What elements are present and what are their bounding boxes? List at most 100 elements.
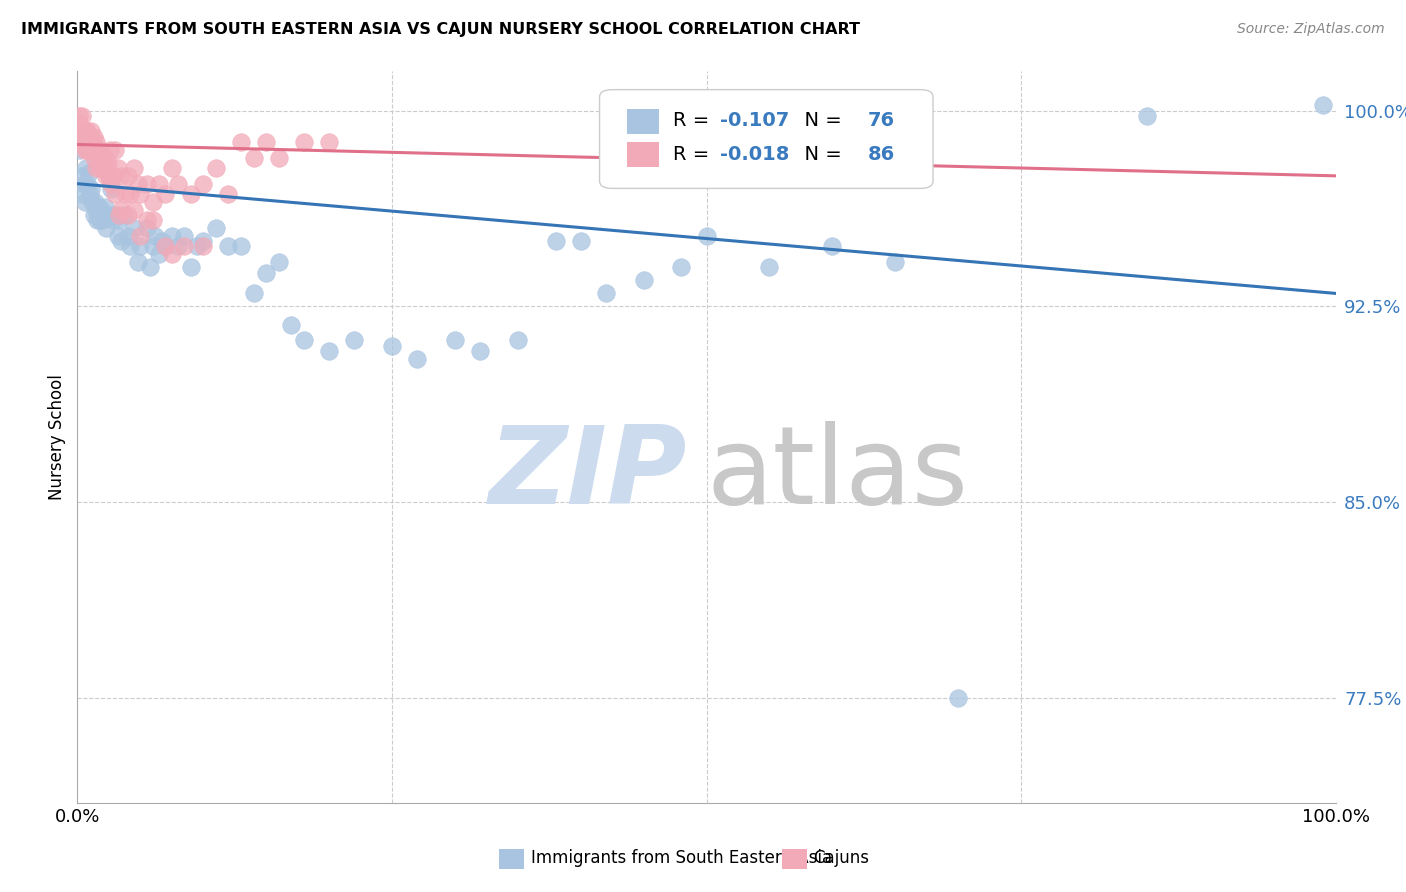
FancyBboxPatch shape (599, 90, 934, 188)
Point (242, 151, 264, 165)
Point (229, 135, 252, 149)
Point (129, 229, 152, 244)
Point (69, 124, 91, 138)
Point (633, 273, 655, 287)
Point (89, 213, 111, 227)
Point (292, 135, 315, 149)
Point (72, 177, 94, 191)
Point (80, 129, 103, 144)
Point (87, 200, 110, 214)
Point (82, 194, 104, 209)
Point (884, 255, 907, 269)
Point (87, 155, 110, 169)
Point (155, 239, 177, 253)
Point (91, 161, 114, 175)
Point (75, 124, 97, 138)
Point (117, 208, 139, 222)
Point (90, 151, 112, 165)
Point (148, 177, 170, 191)
Point (96, 155, 118, 169)
Point (120, 239, 142, 253)
Point (72, 187, 94, 202)
Text: Cajuns: Cajuns (813, 849, 869, 867)
Point (191, 234, 215, 248)
Point (381, 339, 404, 353)
Point (107, 161, 129, 175)
Text: Immigrants from South Eastern Asia: Immigrants from South Eastern Asia (531, 849, 832, 867)
Point (83, 208, 105, 222)
Point (90, 202, 112, 217)
Point (79, 143, 101, 157)
Point (97, 169, 120, 183)
Point (84, 135, 107, 149)
Point (82, 143, 104, 157)
Point (167, 177, 190, 191)
Text: R =: R = (672, 145, 716, 163)
Point (544, 234, 567, 248)
Point (67, 109, 90, 123)
Point (83, 129, 105, 144)
Point (280, 318, 302, 332)
Point (89, 143, 111, 157)
Point (94, 155, 117, 169)
Point (110, 202, 132, 217)
Point (180, 260, 202, 275)
Point (76, 124, 98, 138)
Point (217, 239, 239, 253)
Point (254, 135, 277, 149)
Point (758, 260, 780, 275)
Point (135, 213, 157, 227)
Point (142, 239, 165, 253)
Point (155, 187, 177, 202)
Point (112, 208, 135, 222)
Point (318, 135, 340, 149)
Point (191, 177, 215, 191)
Point (79, 187, 101, 202)
Point (292, 334, 315, 348)
Point (142, 194, 165, 209)
Point (107, 229, 129, 244)
Text: atlas: atlas (707, 421, 969, 526)
Point (108, 208, 131, 222)
Point (129, 187, 152, 202)
Point (91, 213, 114, 227)
Point (318, 343, 340, 358)
Point (72, 129, 94, 144)
Point (167, 239, 190, 253)
Point (101, 169, 124, 183)
Point (75, 135, 97, 149)
Point (204, 221, 226, 235)
Point (204, 161, 226, 175)
Bar (627, 109, 658, 134)
Point (73, 143, 96, 157)
Text: Source: ZipAtlas.com: Source: ZipAtlas.com (1237, 22, 1385, 37)
Text: N =: N = (792, 111, 848, 130)
Point (76, 177, 98, 191)
Point (67, 117, 90, 131)
Point (160, 161, 183, 175)
Point (77, 166, 100, 180)
Point (1136, 109, 1159, 123)
Point (122, 161, 145, 175)
Point (69, 143, 91, 157)
Point (1312, 98, 1334, 112)
Point (87, 151, 110, 165)
Text: -0.107: -0.107 (720, 111, 790, 130)
Y-axis label: Nursery School: Nursery School (48, 374, 66, 500)
Point (122, 202, 145, 217)
Point (79, 129, 101, 144)
Point (242, 286, 264, 301)
Point (267, 151, 290, 165)
Point (90, 151, 112, 165)
Point (77, 129, 100, 144)
Text: 76: 76 (868, 111, 894, 130)
Point (94, 200, 117, 214)
Point (444, 334, 467, 348)
Point (84, 143, 107, 157)
Text: ZIP: ZIP (489, 421, 688, 526)
Point (73, 124, 96, 138)
Point (67, 129, 90, 144)
Point (70, 135, 93, 149)
Point (117, 229, 139, 244)
Point (70, 169, 93, 183)
